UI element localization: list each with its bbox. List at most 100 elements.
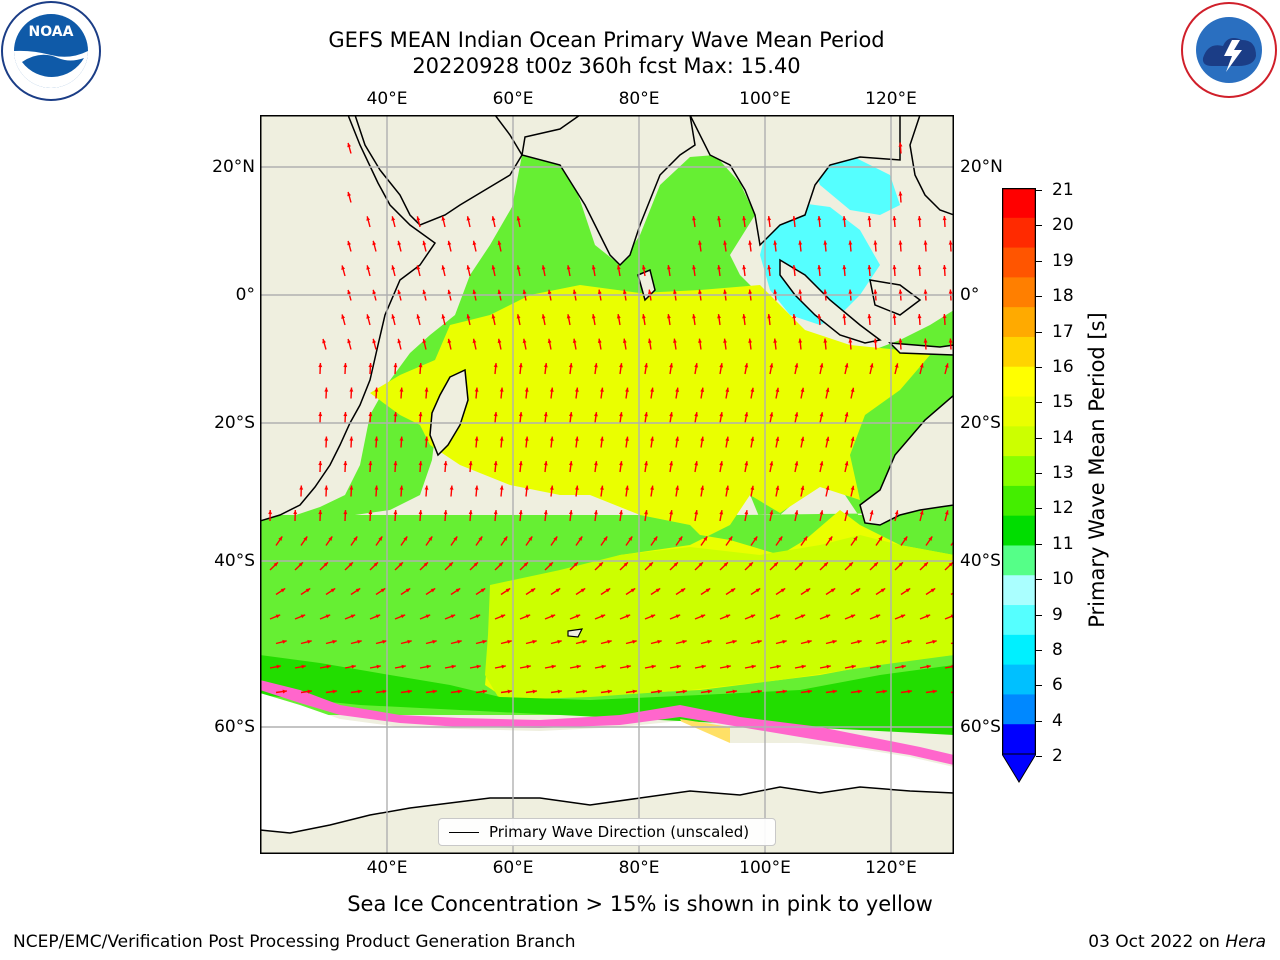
wave-arrow-head [948,289,953,294]
wave-arrow-head [353,536,358,541]
wave-arrow-head [755,588,761,593]
colorbar-tick: 6 [1052,675,1063,696]
wave-arrow-head [669,363,674,368]
wave-arrow-head [407,689,412,694]
wave-arrow-head [675,387,680,392]
colorbar-tick-mark [1036,543,1042,545]
wave-arrow-head [497,338,502,344]
colorbar-segment [1002,366,1036,398]
wave-arrow-head [543,510,548,515]
colorbar-label: Primary Wave Mean Period [s] [1085,312,1109,628]
wave-arrow-head [374,485,379,490]
wave-arrow-head [848,289,853,294]
wave-arrow-head [723,338,728,343]
wave-arrow-head [647,338,652,343]
wave-arrow-head [575,614,581,619]
wave-arrow-head [368,412,373,417]
wave-arrow-head [507,689,512,694]
wave-arrow-head [798,338,803,343]
wave-arrow-head [491,265,496,270]
wave-arrow-head [330,588,336,593]
wave-arrow-head [732,639,737,644]
wave-arrow-head [830,588,836,593]
wave-arrow-head [416,314,421,319]
wave-arrow-head [347,289,352,295]
wave-arrow-head [948,240,953,245]
wave-arrow-head [619,412,623,417]
wave-arrow-head [318,363,323,368]
wave-arrow-head [322,338,327,344]
colorbar-segment [1002,724,1036,755]
lat-tick-left: 20°N [212,157,255,177]
wave-arrow-head [601,664,606,669]
wave-arrow-head [650,387,654,392]
wave-arrow-head [919,510,924,515]
wave-arrow-head [775,485,780,491]
wave-arrow-head [898,191,903,196]
wave-arrow-head [366,314,371,319]
sea-ice-band [260,680,954,765]
wave-arrow-head [447,240,452,246]
wave-arrow-head [825,436,830,442]
wave-arrow-head [673,289,677,294]
wave-arrow-head [850,614,856,619]
wave-arrow-head [894,363,899,368]
wave-arrow-head [748,240,753,245]
chart-title: GEFS MEAN Indian Ocean Primary Wave Mean… [328,28,885,52]
wave-arrow-head [441,265,446,270]
map-panel [260,115,954,854]
wave-arrow-head [518,461,523,466]
wave-arrow-head [343,461,348,466]
wave-arrow-head [397,240,402,246]
colorbar-tick-mark [1036,614,1042,616]
wave-arrow-head [605,588,611,593]
wave-arrow-head [357,689,362,694]
wave-arrow-head [853,536,858,541]
australia-land [859,394,954,526]
wave-arrow-head [842,216,847,221]
colorbar-segment [1002,575,1036,606]
wave-arrow-head [676,664,681,669]
wave-arrow-head [767,314,772,319]
wave-arrow-head [475,614,481,619]
wave-arrow-head [723,240,728,245]
wave-arrow-head [744,461,749,466]
wave-arrow-head [775,387,780,393]
wave-arrow-head [698,562,703,567]
colorbar-segment [1002,307,1036,338]
wave-arrow-head [548,562,553,567]
wave-arrow-head [900,614,906,619]
colorbar-tick: 14 [1052,427,1074,448]
wave-arrow-head [744,510,749,515]
wave-arrow-head [303,536,308,541]
wave-arrow-head [857,639,862,644]
wave-arrow-head [675,436,680,441]
africa-land [260,115,437,522]
wave-arrow-head [767,265,772,270]
wave-arrow-head [942,314,947,319]
wave-arrow-head [705,588,711,593]
wave-arrow-head [328,536,333,541]
wave-arrow-head [324,387,329,392]
wave-arrow-head [423,562,428,567]
wave-arrow-head [397,338,402,344]
wave-arrow-head [907,689,912,694]
svg-text:NOAA: NOAA [29,24,74,40]
wave-direction-arrows [268,142,954,694]
wave-arrow-head [923,240,928,245]
wave-arrow-head [767,216,772,221]
wave-arrow-head [725,387,730,393]
wave-arrow-head [748,338,753,343]
colorbar-tick: 18 [1052,286,1074,307]
colorbar-tick-mark [1036,437,1042,439]
lon-tick-top: 60°E [492,89,534,109]
wave-arrow-head [343,412,348,417]
wave-arrow-head [842,265,847,270]
wave-arrow-head [480,588,486,593]
wave-arrow-head [518,412,523,417]
wave-arrow-head [692,265,696,270]
wave-arrow-head [543,363,548,368]
colorbar-tick: 20 [1052,215,1074,236]
wave-arrow-head [572,289,577,295]
wave-arrow-head [725,614,731,619]
